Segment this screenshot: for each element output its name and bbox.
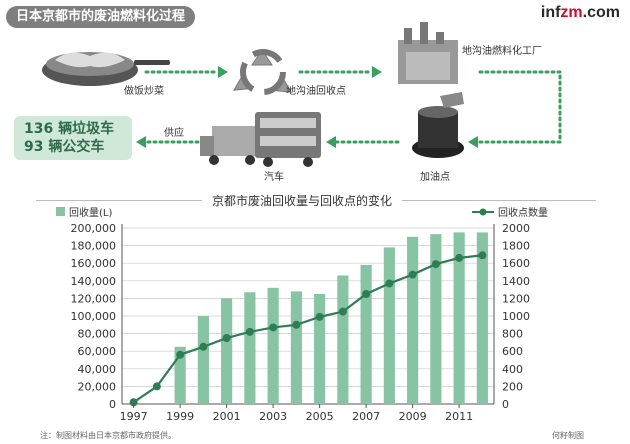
- bar: [430, 234, 442, 404]
- y-right-tick-label: 400: [502, 363, 523, 376]
- y-left-tick-label: 180,000: [71, 240, 117, 253]
- y-left-tick-label: 200,000: [71, 222, 117, 235]
- label-supply: 供应: [164, 128, 184, 139]
- bar: [314, 294, 326, 404]
- legend-line-label: 回收点数量: [498, 208, 548, 219]
- x-tick-label: 2009: [399, 410, 427, 423]
- legend-bar-label: 回收量(L): [69, 208, 113, 219]
- y-left-tick-label: 20,000: [78, 380, 117, 393]
- x-tick-label: 1999: [166, 410, 194, 423]
- y-right-tick-label: 200: [502, 380, 523, 393]
- oil-barrel-icon: [412, 92, 464, 158]
- truck-icon: [200, 126, 262, 165]
- label-vehicles: 汽车: [264, 172, 284, 183]
- y-right-tick-label: 1400: [502, 275, 530, 288]
- legend-line-swatch: [472, 208, 494, 215]
- line-point: [431, 260, 440, 269]
- line-point: [245, 327, 254, 336]
- y-right-tick-label: 1800: [502, 240, 530, 253]
- line-point: [362, 290, 371, 298]
- vehicle-count-box: 136 辆垃圾车 93 辆公交车: [14, 116, 132, 160]
- y-right-tick-label: 2000: [502, 222, 530, 235]
- x-tick-label: 1997: [120, 410, 148, 423]
- y-left-tick-label: 0: [109, 398, 116, 411]
- wok-icon: [42, 52, 170, 86]
- buses-count: 93 辆公交车: [24, 139, 105, 155]
- line-point: [408, 270, 417, 279]
- bar: [174, 346, 186, 404]
- page-title: 日本京都市的废油燃料化过程: [6, 6, 196, 28]
- y-right-tick-label: 1600: [502, 257, 530, 270]
- legend-line: 回收点数量: [472, 204, 548, 219]
- bar: [453, 232, 465, 404]
- bar: [290, 291, 302, 404]
- bar: [407, 236, 419, 404]
- x-tick-label: 2011: [445, 410, 473, 423]
- label-cooking: 做饭炒菜: [124, 86, 164, 97]
- line-point: [478, 251, 487, 260]
- y-right-tick-label: 600: [502, 345, 523, 358]
- line-point: [315, 312, 324, 321]
- x-tick-label: 2005: [306, 410, 334, 423]
- x-tick-label: 2007: [352, 410, 380, 423]
- bar: [221, 298, 233, 404]
- process-diagram: [42, 22, 562, 167]
- y-right-tick-label: 1200: [502, 292, 530, 305]
- y-left-tick-label: 100,000: [71, 310, 117, 323]
- bar: [197, 316, 209, 404]
- y-right-tick-label: 800: [502, 328, 523, 341]
- bar: [267, 287, 279, 404]
- line-point: [176, 350, 185, 359]
- y-left-tick-label: 80,000: [78, 328, 117, 341]
- x-tick-label: 2003: [259, 410, 287, 423]
- legend-bar-swatch: [56, 207, 65, 216]
- y-left-tick-label: 140,000: [71, 275, 117, 288]
- legend-bar: 回收量(L): [56, 204, 112, 219]
- line-point: [269, 323, 278, 332]
- label-factory: 地沟油燃料化工厂: [462, 46, 542, 57]
- bar: [337, 275, 349, 404]
- line-point: [199, 342, 208, 351]
- line-point: [338, 307, 347, 316]
- bar: [383, 247, 395, 404]
- line-point: [385, 279, 394, 288]
- line-point: [129, 398, 138, 407]
- line-point: [292, 320, 301, 329]
- bus-icon: [255, 112, 321, 167]
- footer-note: 注：制图材料由日本京都市政府提供。: [40, 431, 176, 440]
- bar: [476, 232, 488, 404]
- y-left-tick-label: 40,000: [78, 363, 117, 376]
- series-line: [133, 254, 483, 404]
- garbage-trucks-count: 136 辆垃圾车: [24, 121, 115, 137]
- recycle-icon: [233, 49, 292, 95]
- x-tick-label: 2001: [213, 410, 241, 423]
- label-collection: 地沟油回收点: [286, 86, 346, 97]
- line-point: [222, 334, 231, 342]
- brand-logo[interactable]: infzm.com: [540, 4, 620, 21]
- chart-title: 京都市废油回收量与回收点的变化: [202, 192, 402, 210]
- y-left-tick-label: 160,000: [71, 257, 117, 270]
- footer-credit: 何籽制图: [552, 431, 584, 440]
- y-right-tick-label: 0: [502, 398, 509, 411]
- y-left-tick-label: 120,000: [71, 292, 117, 305]
- y-left-tick-label: 60,000: [78, 345, 117, 358]
- line-point: [152, 382, 161, 391]
- bar: [244, 292, 256, 404]
- factory-icon: [398, 22, 458, 84]
- y-right-tick-label: 1000: [502, 310, 530, 323]
- line-point: [455, 253, 464, 262]
- bar: [360, 264, 372, 404]
- label-gas-station: 加油点: [420, 172, 450, 183]
